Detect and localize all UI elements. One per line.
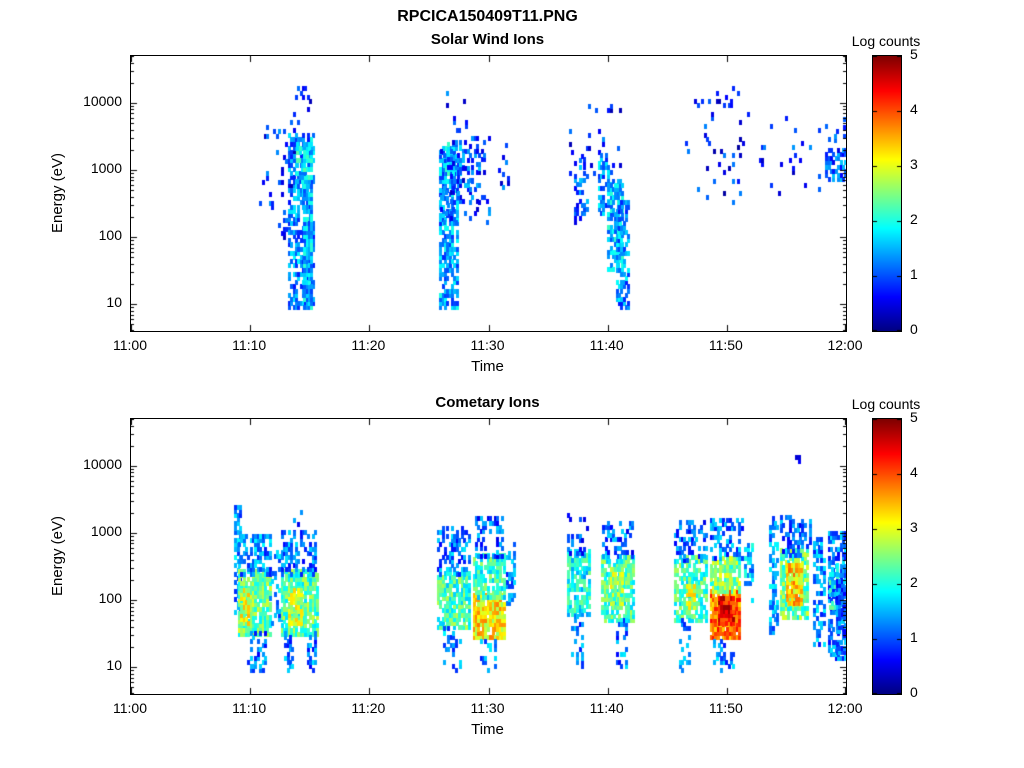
x-tick-label: 11:50 (708, 337, 743, 353)
x-tick-label: 11:00 (113, 700, 147, 716)
colorbar-tick-label: 4 (910, 101, 918, 117)
x-axis-label: Time (471, 358, 504, 375)
colorbar-tick-label: 0 (910, 321, 918, 337)
x-tick-label: 11:50 (708, 700, 743, 716)
panel-title: Cometary Ions (435, 394, 540, 411)
colorbar-tick-label: 1 (910, 266, 918, 282)
y-axis-label: Energy (eV) (49, 515, 66, 597)
y-tick-label: 100 (98, 227, 122, 244)
colorbar (872, 55, 902, 332)
y-tick-label: 10000 (83, 92, 122, 109)
colorbar-canvas (873, 419, 901, 694)
colorbar-tick-label: 0 (910, 684, 918, 700)
x-tick-label: 12:00 (827, 337, 863, 353)
y-tick-label: 10 (106, 657, 122, 674)
plot-area (130, 418, 847, 695)
x-tick-label: 12:00 (827, 700, 863, 716)
x-tick-label: 11:30 (470, 700, 505, 716)
panel-cometary-ions: Cometary Ions Log counts Energy (eV) 11:… (0, 390, 1024, 753)
colorbar-tick-label: 5 (910, 409, 918, 425)
panel-title: Solar Wind Ions (430, 31, 545, 48)
colorbar-tick-label: 3 (910, 519, 918, 535)
colorbar-canvas (873, 56, 901, 331)
x-tick-label: 11:00 (113, 337, 147, 353)
colorbar-label: Log counts (851, 396, 921, 412)
colorbar-label: Log counts (851, 33, 921, 49)
x-tick-label: 11:10 (232, 700, 267, 716)
colorbar-tick-label: 1 (910, 629, 918, 645)
y-tick-label: 100 (98, 590, 122, 607)
colorbar-tick-label: 2 (910, 574, 918, 590)
x-tick-label: 11:40 (589, 337, 624, 353)
x-tick-label: 11:10 (232, 337, 267, 353)
spectrogram-canvas (131, 419, 846, 694)
colorbar-tick-label: 3 (910, 156, 918, 172)
x-axis-label: Time (471, 721, 504, 738)
spectrogram-canvas (131, 56, 846, 331)
figure-title: RPCICA150409T11.PNG (397, 8, 578, 25)
colorbar-tick-label: 4 (910, 464, 918, 480)
panel-solar-wind-ions: Solar Wind Ions Log counts Energy (eV) 1… (0, 27, 1024, 390)
x-tick-label: 11:20 (351, 337, 386, 353)
y-tick-label: 10000 (83, 455, 122, 472)
y-tick-label: 1000 (90, 160, 122, 177)
x-tick-label: 11:20 (351, 700, 386, 716)
colorbar-tick-label: 2 (910, 211, 918, 227)
colorbar (872, 418, 902, 695)
x-tick-label: 11:40 (589, 700, 624, 716)
y-tick-label: 10 (106, 294, 122, 311)
colorbar-tick-label: 5 (910, 46, 918, 62)
plot-area (130, 55, 847, 332)
y-tick-label: 1000 (90, 523, 122, 540)
x-tick-label: 11:30 (470, 337, 505, 353)
y-axis-label: Energy (eV) (49, 152, 66, 234)
